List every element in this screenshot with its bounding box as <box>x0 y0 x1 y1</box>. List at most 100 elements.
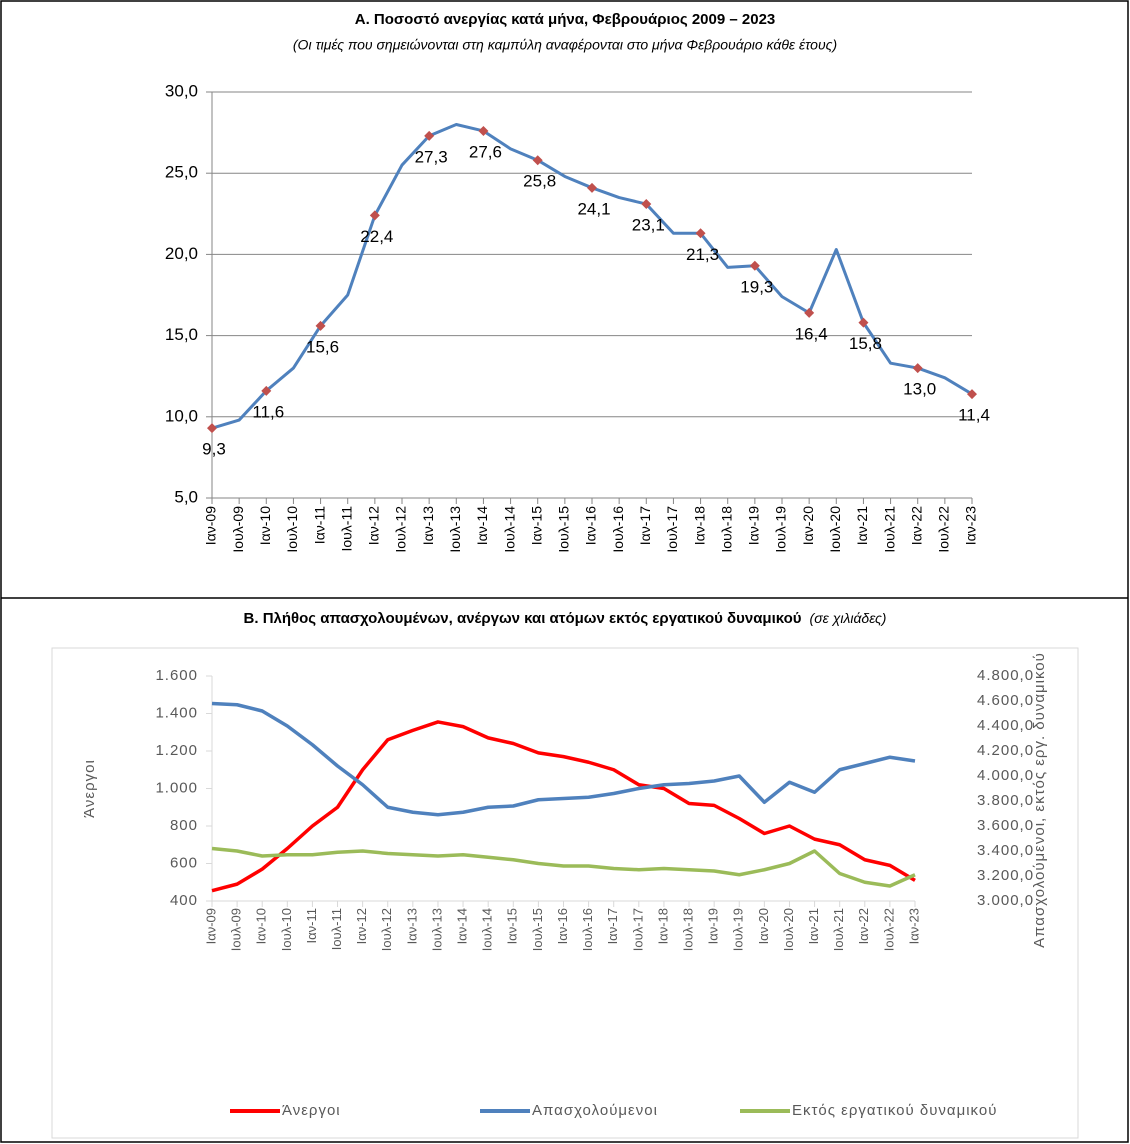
legend-label: Απασχολούμενοι <box>532 1102 658 1119</box>
y-tick-label: 20,0 <box>165 244 198 263</box>
x-tick-label: Ιαν-23 <box>906 908 921 944</box>
y-tick-label: 600 <box>170 854 198 871</box>
data-label: 13,0 <box>903 380 936 399</box>
data-point <box>424 130 435 141</box>
legend-label: Εκτός εργατικού δυναμικού <box>792 1102 997 1119</box>
x-tick-label: Ιουλ-12 <box>379 908 394 951</box>
y2-tick-label: 3.000,0 <box>977 892 1034 909</box>
x-tick-label: Ιουλ-22 <box>881 908 896 951</box>
x-tick-label: Ιαν-09 <box>203 506 219 545</box>
data-label: 9,3 <box>202 440 226 459</box>
data-line <box>211 122 973 430</box>
x-tick-label: Ιουλ-16 <box>580 908 595 951</box>
x-tick-label: Ιουλ-09 <box>229 908 244 951</box>
data-label: 21,3 <box>686 245 719 264</box>
y-tick-label: 25,0 <box>165 163 198 182</box>
data-label: 16,4 <box>795 324 828 343</box>
x-tick-label: Ιαν-23 <box>963 506 979 545</box>
data-label: 19,3 <box>740 277 773 296</box>
data-label: 15,6 <box>306 337 339 356</box>
data-label: 23,1 <box>632 216 665 235</box>
x-tick-label: Ιαν-12 <box>366 506 382 545</box>
x-tick-label: Ιουλ-16 <box>610 506 626 553</box>
data-label: 27,6 <box>469 142 502 161</box>
data-point <box>315 320 326 331</box>
x-tick-label: Ιουλ-14 <box>480 908 495 951</box>
data-label: 11,4 <box>958 406 990 425</box>
x-tick-label: Ιαν-10 <box>254 908 269 944</box>
data-line <box>211 720 916 893</box>
data-label: 11,6 <box>252 402 284 421</box>
data-point <box>532 155 543 166</box>
y2-tick-label: 4.000,0 <box>977 767 1034 784</box>
y2-tick-label: 4.800,0 <box>977 667 1034 684</box>
data-point <box>967 389 977 400</box>
x-tick-label: Ιαν-16 <box>555 908 570 944</box>
x-tick-label: Ιουλ-14 <box>501 506 517 553</box>
data-point <box>641 199 652 210</box>
x-tick-label: Ιουλ-19 <box>731 908 746 951</box>
x-tick-label: Ιουλ-18 <box>680 908 695 951</box>
x-tick-label: Ιουλ-11 <box>329 908 344 950</box>
x-tick-label: Ιουλ-19 <box>773 506 789 553</box>
title-unit: (σε χιλιάδες) <box>810 610 887 626</box>
y-tick-label: 1.200 <box>155 742 198 759</box>
x-tick-label: Ιαν-21 <box>854 506 870 545</box>
data-point <box>478 125 489 136</box>
y-tick-label: 15,0 <box>165 325 198 344</box>
data-point <box>749 260 760 271</box>
x-tick-label: Ιουλ-10 <box>284 506 300 553</box>
y-tick-label: 400 <box>170 892 198 909</box>
y2-tick-label: 3.600,0 <box>977 817 1034 834</box>
plot-frame <box>51 647 1079 1139</box>
x-tick-label: Ιουλ-13 <box>429 908 444 951</box>
y-axis-title: Άνεργοι <box>81 759 98 818</box>
y-tick-label: 1.400 <box>155 704 198 721</box>
x-tick-label: Ιαν-19 <box>746 506 762 545</box>
x-tick-label: Ιαν-21 <box>806 908 821 944</box>
x-tick-label: Ιουλ-18 <box>718 506 734 553</box>
x-tick-label: Ιαν-22 <box>856 908 871 944</box>
data-point <box>912 363 923 374</box>
data-label: 24,1 <box>577 199 610 218</box>
y2-axis-title: Απασχολούμενοι, εκτός εργ. δυναμικού <box>1031 652 1048 948</box>
data-label: 22,4 <box>360 227 393 246</box>
legend-label: Άνεργοι <box>282 1102 341 1119</box>
x-tick-label: Ιουλ-15 <box>530 908 545 951</box>
data-point <box>207 423 217 434</box>
data-label: 25,8 <box>523 172 556 191</box>
y2-tick-label: 3.200,0 <box>977 867 1034 884</box>
data-point <box>695 228 706 239</box>
y-tick-label: 30,0 <box>165 81 198 100</box>
chart-subtitle: (Οι τιμές που σημειώνονται στη καμπύλη α… <box>293 37 837 53</box>
data-line <box>211 846 916 888</box>
y-tick-label: 10,0 <box>165 406 198 425</box>
x-tick-label: Ιαν-18 <box>655 908 670 944</box>
x-tick-label: Ιαν-16 <box>583 506 599 545</box>
data-label: 27,3 <box>415 147 448 166</box>
x-tick-label: Ιουλ-20 <box>827 506 843 553</box>
y2-tick-label: 3.800,0 <box>977 792 1034 809</box>
x-tick-label: Ιουλ-21 <box>831 908 846 951</box>
y-tick-label: 800 <box>170 817 198 834</box>
data-point <box>804 307 815 318</box>
y-tick-label: 1.600 <box>155 667 198 684</box>
x-tick-label: Ιαν-15 <box>505 908 520 944</box>
y2-tick-label: 4.200,0 <box>977 742 1034 759</box>
x-tick-label: Ιουλ-21 <box>881 506 897 553</box>
x-tick-label: Ιαν-14 <box>455 908 470 944</box>
x-tick-label: Ιαν-20 <box>800 506 816 545</box>
x-tick-label: Ιουλ-17 <box>630 908 645 951</box>
x-tick-label: Ιουλ-20 <box>781 908 796 951</box>
x-tick-label: Ιουλ-13 <box>447 506 463 553</box>
x-tick-label: Ιαν-20 <box>756 908 771 944</box>
x-tick-label: Ιαν-10 <box>257 506 273 545</box>
x-tick-label: Ιαν-14 <box>474 506 490 545</box>
x-tick-label: Ιαν-11 <box>311 506 327 544</box>
x-tick-label: Ιαν-17 <box>637 506 653 545</box>
x-tick-label: Ιαν-13 <box>420 506 436 545</box>
chart-title: Α. Ποσοστό ανεργίας κατά μήνα, Φεβρουάρι… <box>355 11 776 28</box>
title-text: Β. Πλήθος απασχολουμένων, ανέργων και ατ… <box>244 610 802 627</box>
